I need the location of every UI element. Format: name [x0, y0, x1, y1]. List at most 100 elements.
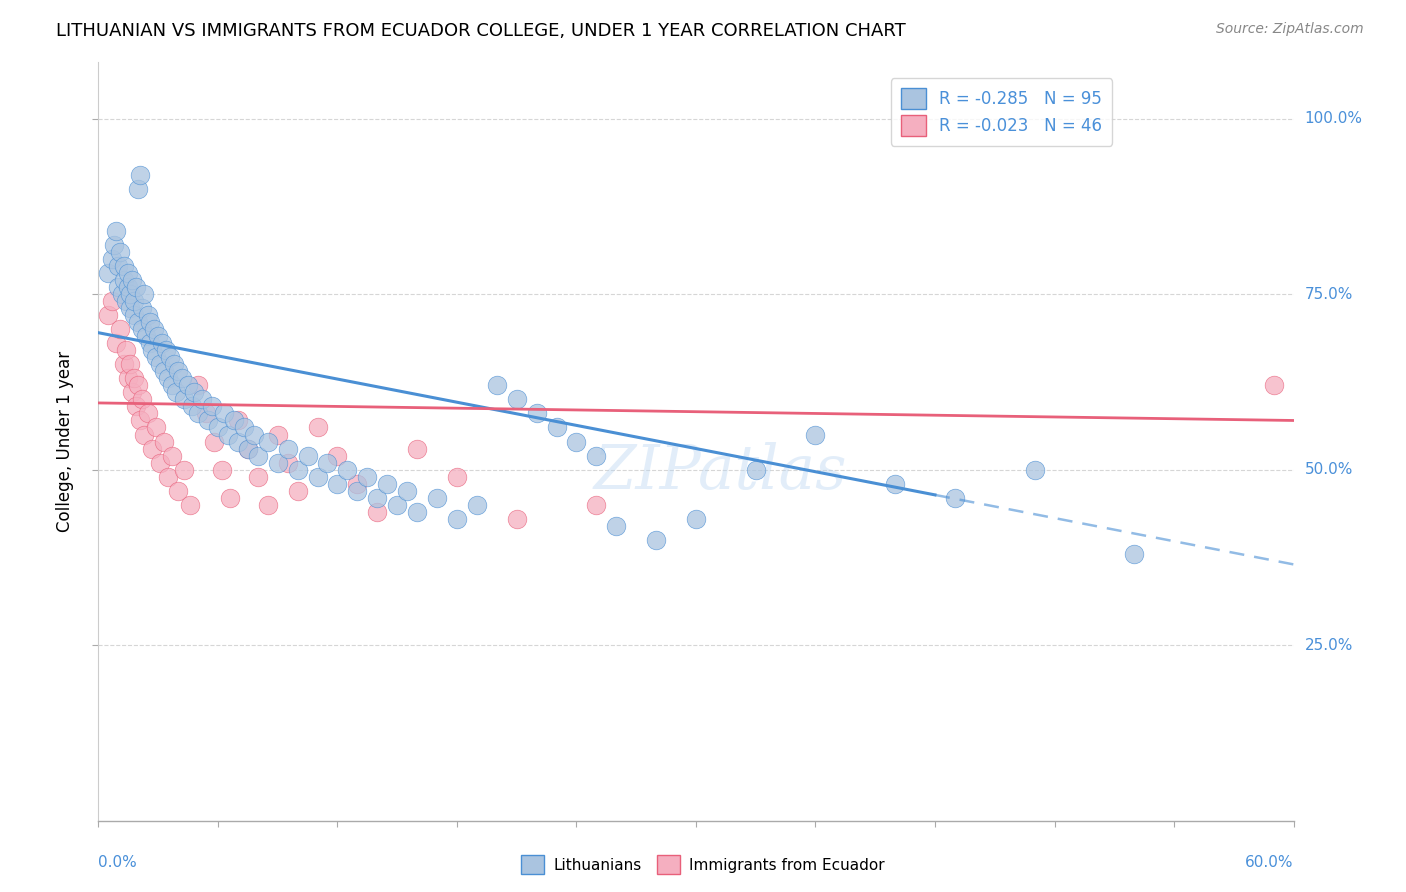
Point [267, 456, 290, 470]
Point [145, 420, 167, 434]
Text: 75.0%: 75.0% [1305, 286, 1353, 301]
Legend: R = -0.285   N = 95, R = -0.023   N = 46: R = -0.285 N = 95, R = -0.023 N = 46 [890, 78, 1112, 145]
Point [183, 385, 205, 400]
Point [120, 357, 142, 371]
Point [127, 182, 149, 196]
Point [101, 252, 124, 266]
Point [111, 287, 134, 301]
Point [157, 469, 180, 483]
Point [745, 462, 768, 476]
Point [217, 427, 239, 442]
Point [136, 308, 159, 322]
Point [121, 273, 143, 287]
Point [366, 505, 388, 519]
Point [112, 273, 135, 287]
Point [120, 301, 142, 315]
Point [307, 420, 329, 434]
Point [143, 322, 166, 336]
Point [526, 407, 548, 421]
Point [110, 322, 132, 336]
Point [191, 392, 214, 407]
Point [112, 357, 135, 371]
Point [105, 336, 128, 351]
Point [129, 168, 152, 182]
Point [202, 434, 225, 449]
Point [117, 371, 139, 385]
Text: LITHUANIAN VS IMMIGRANTS FROM ECUADOR COLLEGE, UNDER 1 YEAR CORRELATION CHART: LITHUANIAN VS IMMIGRANTS FROM ECUADOR CO… [56, 22, 905, 40]
Point [645, 533, 668, 547]
Point [153, 364, 176, 378]
Point [605, 518, 627, 533]
Point [246, 449, 269, 463]
Point [685, 512, 707, 526]
Point [134, 427, 156, 442]
Point [173, 392, 195, 407]
Text: 60.0%: 60.0% [1246, 855, 1294, 871]
Point [187, 407, 209, 421]
Point [153, 434, 176, 449]
Point [219, 491, 242, 505]
Point [129, 413, 152, 427]
Point [287, 483, 309, 498]
Point [141, 442, 163, 456]
Point [346, 483, 368, 498]
Legend: Lithuanians, Immigrants from Ecuador: Lithuanians, Immigrants from Ecuador [515, 849, 891, 880]
Point [131, 301, 153, 315]
Text: 0.0%: 0.0% [98, 855, 138, 871]
Point [160, 378, 183, 392]
Point [139, 315, 162, 329]
Point [804, 427, 827, 442]
Point [131, 322, 153, 336]
Point [232, 420, 254, 434]
Text: 50.0%: 50.0% [1305, 462, 1353, 477]
Point [307, 469, 329, 483]
Point [159, 351, 181, 365]
Point [135, 329, 157, 343]
Point [127, 315, 149, 329]
Point [212, 407, 235, 421]
Point [267, 427, 290, 442]
Point [316, 456, 339, 470]
Point [385, 498, 409, 512]
Point [346, 476, 368, 491]
Point [103, 238, 125, 252]
Point [115, 343, 138, 358]
Point [124, 371, 146, 385]
Point [585, 449, 607, 463]
Point [173, 462, 195, 476]
Point [446, 469, 468, 483]
Point [115, 294, 138, 309]
Point [97, 308, 120, 322]
Point [117, 266, 139, 280]
Point [124, 308, 146, 322]
Point [107, 280, 129, 294]
Point [181, 400, 204, 414]
Point [167, 364, 190, 378]
Text: Source: ZipAtlas.com: Source: ZipAtlas.com [1216, 22, 1364, 37]
Point [506, 512, 529, 526]
Point [177, 378, 200, 392]
Point [426, 491, 449, 505]
Point [149, 357, 172, 371]
Point [197, 413, 219, 427]
Point [884, 476, 907, 491]
Point [145, 351, 167, 365]
Point [396, 483, 419, 498]
Point [120, 287, 142, 301]
Point [121, 385, 143, 400]
Point [211, 462, 233, 476]
Point [105, 224, 128, 238]
Point [366, 491, 388, 505]
Y-axis label: College, Under 1 year: College, Under 1 year [56, 351, 75, 533]
Point [172, 371, 194, 385]
Point [195, 407, 218, 421]
Point [149, 456, 172, 470]
Point [222, 413, 245, 427]
Point [243, 427, 266, 442]
Point [148, 329, 170, 343]
Point [943, 491, 966, 505]
Point [1263, 378, 1285, 392]
Point [125, 280, 148, 294]
Point [326, 449, 349, 463]
Point [165, 385, 187, 400]
